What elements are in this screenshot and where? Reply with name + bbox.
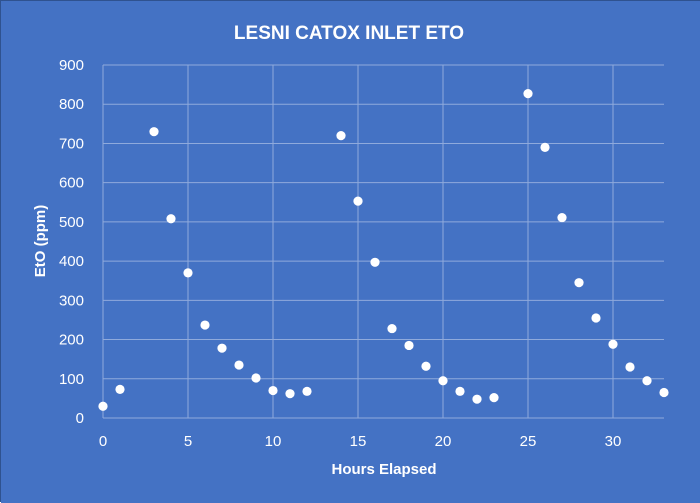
x-tick-label: 0 — [99, 433, 107, 450]
x-tick-label: 5 — [184, 433, 192, 450]
data-point — [659, 387, 669, 398]
data-point — [353, 196, 363, 206]
y-tick-label: 0 — [76, 410, 84, 427]
gridlines — [102, 64, 664, 419]
data-point — [370, 257, 380, 267]
x-tick-label: 30 — [605, 433, 622, 450]
y-tick-label: 100 — [59, 371, 84, 388]
x-tick-labels: 0 5 10 15 20 25 30 — [99, 433, 622, 450]
x-axis-label: Hours Elapsed — [331, 461, 436, 478]
data-point — [268, 385, 278, 396]
data-point — [404, 340, 414, 351]
chart-title: LESNI CATOX INLET ETO — [234, 23, 464, 44]
y-tick-label: 400 — [59, 253, 84, 270]
data-point — [336, 131, 346, 141]
data-point — [591, 313, 601, 323]
data-point — [387, 323, 397, 334]
data-point — [251, 373, 261, 383]
x-tick-label: 20 — [435, 433, 452, 450]
y-axis-label: EtO (ppm) — [32, 205, 49, 278]
data-point — [438, 376, 448, 386]
data-points — [98, 89, 669, 411]
data-point — [472, 394, 482, 404]
y-tick-label: 300 — [59, 292, 84, 309]
data-point — [557, 212, 567, 223]
data-point — [285, 389, 295, 399]
x-tick-label: 25 — [520, 433, 537, 450]
x-tick-label: 10 — [265, 433, 282, 450]
data-point — [489, 393, 499, 403]
data-point — [217, 343, 227, 353]
data-point — [540, 142, 550, 152]
x-tick-label: 15 — [350, 433, 367, 450]
y-tick-label: 500 — [59, 214, 84, 231]
data-point — [302, 386, 312, 396]
y-tick-label: 600 — [59, 175, 84, 192]
data-point — [523, 89, 533, 99]
data-point — [625, 362, 635, 372]
data-point — [455, 386, 465, 396]
data-point — [149, 127, 159, 137]
data-point — [115, 384, 125, 394]
data-point — [166, 214, 176, 224]
y-tick-label: 800 — [59, 96, 84, 113]
data-point — [98, 401, 108, 411]
data-point — [234, 360, 244, 370]
y-tick-label: 700 — [59, 135, 84, 152]
y-tick-label: 900 — [59, 57, 84, 74]
data-point — [574, 278, 584, 288]
y-tick-labels: 0 100 200 300 400 500 600 700 800 900 — [59, 57, 84, 427]
data-point — [642, 376, 652, 386]
data-point — [421, 361, 431, 371]
y-tick-label: 200 — [59, 332, 84, 349]
data-point — [183, 268, 193, 278]
data-point — [200, 320, 210, 330]
data-point — [608, 339, 618, 349]
